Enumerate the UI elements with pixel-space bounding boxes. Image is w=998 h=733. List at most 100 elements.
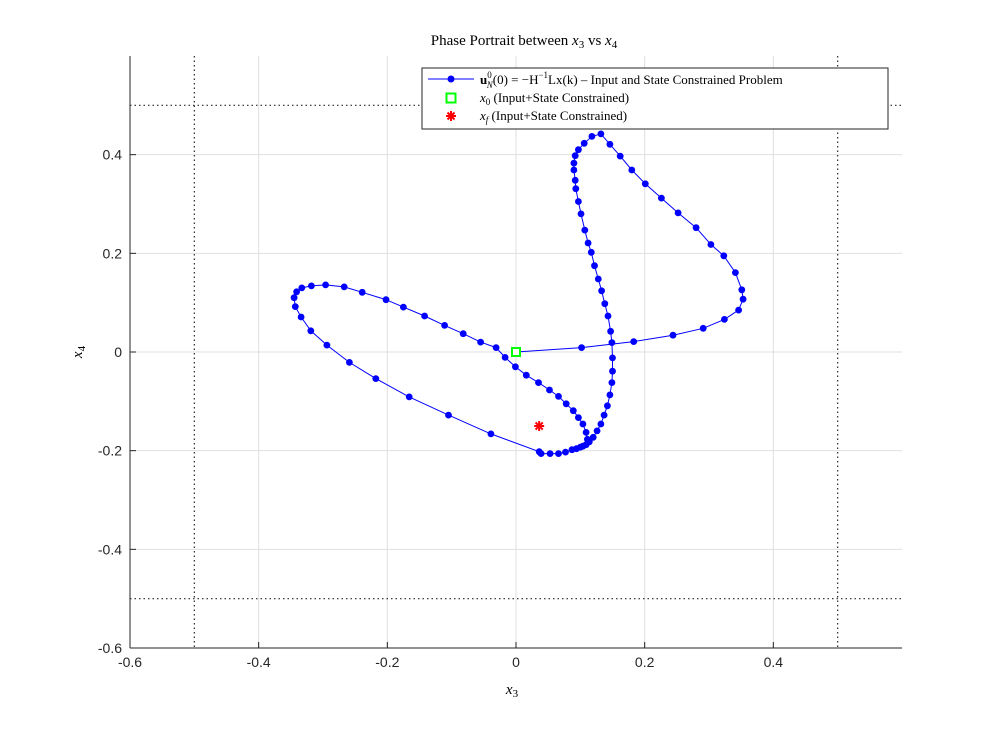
y-tick-label: -0.6 [98,640,122,656]
trajectory-point [308,282,315,290]
trajectory-point [546,386,553,394]
trajectory-point [570,159,578,167]
trajectory-point [738,286,746,294]
trajectory-point [575,198,582,205]
legend-entry-2-sub: f [486,115,490,125]
trajectory-point [297,313,305,321]
trajectory-point [588,133,596,140]
trajectory-point [575,146,582,154]
legend-entry-0-sym: u [480,72,487,87]
title-var-a: x [571,33,579,49]
trajectory-point [606,140,614,148]
trajectory-point [597,420,605,428]
legend-x0-marker [445,92,457,104]
title-mid: vs [584,33,605,49]
legend-entry-0: u0 N(0) = −H−1Lx(k) – Input and State Con… [480,70,783,90]
y-axis-label-sub: 4 [76,345,88,351]
trajectory-point [340,283,348,291]
title-var-b-sub: 4 [612,39,618,51]
trajectory-point [372,375,380,382]
trajectory-point [609,354,616,362]
trajectory-point [421,312,428,320]
trajectory-point [492,344,500,351]
y-tick-label: 0.4 [103,147,123,163]
title-var-b: x [604,33,612,49]
trajectory-point [581,226,589,234]
trajectory-point [293,288,300,296]
trajectory-point [487,430,495,438]
trajectory-point [608,339,616,346]
trajectory-point [382,296,390,304]
legend: u0 N(0) = −H−1Lx(k) – Input and State Con… [421,67,889,130]
legend-entry-2: xf (Input+State Constrained) [479,108,627,125]
trajectory-point [572,185,580,193]
trajectory-point [582,429,590,436]
trajectory-point [641,180,649,188]
trajectory-point [597,130,605,138]
chart-title: Phase Portrait between x3 vs x4 [431,33,618,51]
trajectory-point [720,252,728,260]
trajectory-point [609,367,616,375]
y-tick-label: -0.2 [98,443,122,459]
x-axis-label-base: x [505,682,513,698]
x-tick-label: -0.4 [247,654,271,670]
xf-marker [534,421,545,431]
trajectory-point [658,194,665,202]
trajectory-point [346,359,353,366]
x0-marker [511,347,521,357]
trajectory-point [405,393,413,401]
trajectory-point [739,295,747,303]
trajectory-point [546,450,554,457]
trajectory-point [569,407,577,415]
legend-box [421,67,889,130]
trajectory-point [628,166,636,174]
trajectory-point [445,411,452,419]
y-tick-label: 0.2 [103,245,123,261]
legend-entry-0-sup: 0 [487,70,492,80]
trajectory-point [692,224,700,232]
y-axis-label: x4 [70,345,88,359]
grid-layer [130,56,902,648]
trajectory-point [589,433,597,441]
trajectory-point [501,354,509,361]
trajectory-point [594,275,602,283]
trajectory-point [600,411,608,419]
trajectory-point [732,269,739,276]
legend-line-marker [447,75,455,83]
trajectory-point [699,324,707,332]
trajectory-point [555,393,562,400]
trajectory-point [535,379,542,386]
trajectory-point [584,435,591,443]
x-axis-label: x3 [505,682,519,700]
trajectory-point [674,209,682,217]
trajectory-point [290,294,298,302]
x-axis-label-sub: 3 [513,688,519,700]
trajectory-point [735,306,742,314]
trajectory-point [721,316,728,323]
trajectory-point [512,363,519,371]
trajectory-point [607,327,614,335]
legend-entry-2-sym: x [479,108,486,123]
title-var-a-sub: 3 [579,39,585,51]
trajectory-point [323,341,331,349]
trajectory-point [459,330,467,338]
trajectory-point [584,239,592,247]
trajectory-point [400,303,407,311]
x-tick-label: -0.6 [118,654,142,670]
trajectory-point [441,322,448,329]
trajectory-point [570,166,578,174]
trajectory-point [322,281,329,289]
x-tick-label: -0.2 [375,654,399,670]
trajectory-point [535,448,543,456]
trajectory-point [577,210,585,218]
trajectory-point [358,288,366,296]
trajectory-point [307,327,315,335]
trajectory-point [291,303,299,310]
trajectory-point [555,450,562,457]
trajectory-point [580,139,588,147]
series-layer [290,130,747,457]
trajectory-point [669,331,677,339]
title-prefix: Phase Portrait between [431,33,572,49]
